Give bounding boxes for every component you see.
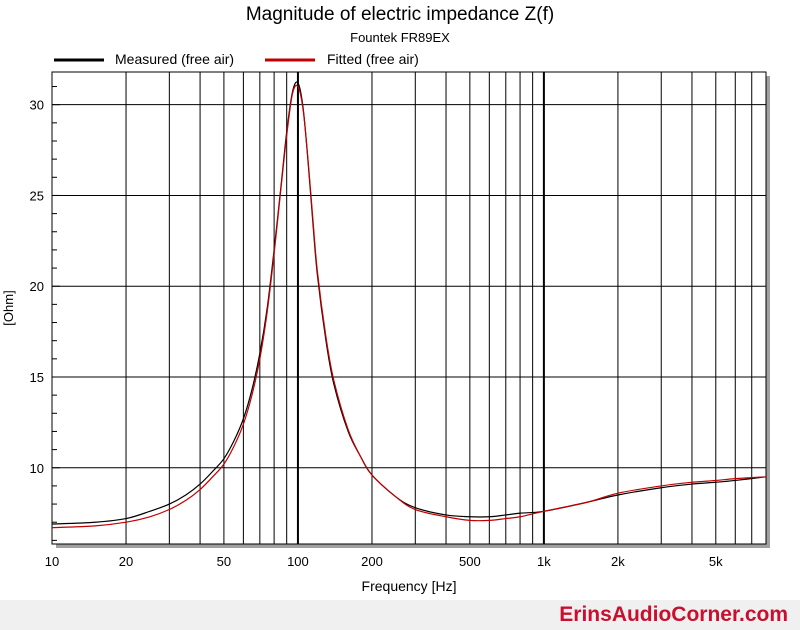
x-tick-label: 5k xyxy=(709,554,723,569)
x-tick-label: 50 xyxy=(217,554,231,569)
impedance-chart: 10 15 20 25 30 10 20 50 100 200 500 1k 2k 5k Magnitud… xyxy=(1,4,770,594)
grid xyxy=(52,72,766,544)
x-tick-label: 100 xyxy=(287,554,309,569)
x-axis-label: Frequency [Hz] xyxy=(362,578,457,594)
y-tick-label: 25 xyxy=(30,188,44,203)
x-tick-label: 10 xyxy=(45,554,59,569)
chart-subtitle: Fountek FR89EX xyxy=(350,30,450,45)
axis-ticks: 10 15 20 25 30 10 20 50 100 200 500 1k 2k 5k xyxy=(30,86,723,569)
legend-fitted-label: Fitted (free air) xyxy=(327,51,419,67)
x-tick-label: 2k xyxy=(611,554,625,569)
footer-band xyxy=(0,600,800,630)
x-tick-label: 200 xyxy=(361,554,383,569)
brand-watermark: ErinsAudioCorner.com xyxy=(559,603,788,626)
legend-measured-label: Measured (free air) xyxy=(115,51,234,67)
series-fitted xyxy=(51,84,767,529)
chart-title: Magnitude of electric impedance Z(f) xyxy=(246,4,554,25)
x-tick-label: 500 xyxy=(459,554,481,569)
plot-area xyxy=(51,71,767,545)
y-tick-label: 30 xyxy=(30,98,44,113)
x-tick-label: 20 xyxy=(119,554,133,569)
x-tick-label: 1k xyxy=(537,554,551,569)
y-tick-label: 20 xyxy=(30,279,44,294)
y-axis-label: [Ohm] xyxy=(1,290,16,325)
series-layer xyxy=(51,81,767,529)
y-tick-label: 15 xyxy=(30,370,44,385)
y-tick-label: 10 xyxy=(30,461,44,476)
legend: Measured (free air) Fitted (free air) xyxy=(54,51,419,67)
